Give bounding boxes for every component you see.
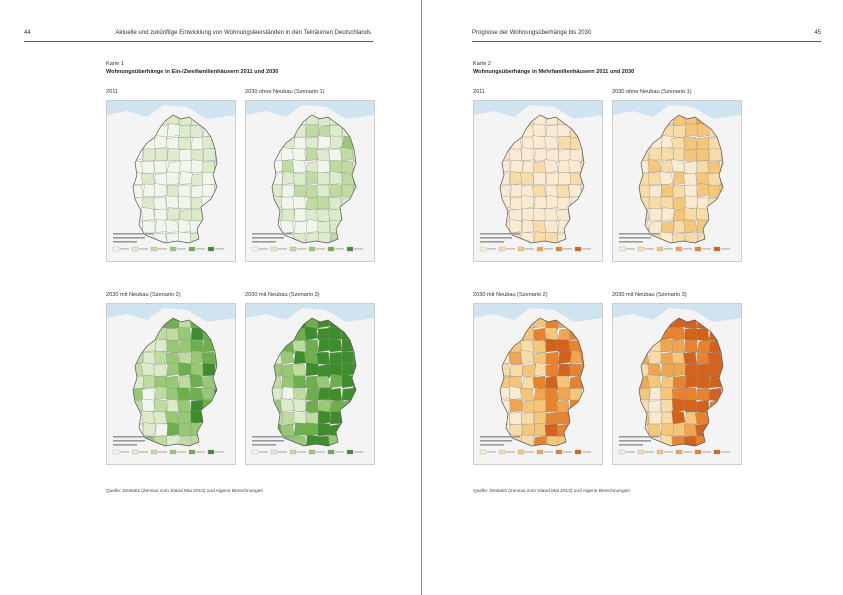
left-panel-3-caption: 2030 mit Neubau (Szenario 2) <box>106 292 181 298</box>
right-map-label: Karte 2 <box>473 61 492 67</box>
left-map-2011 <box>106 100 236 262</box>
right-map-szenario-3 <box>612 303 742 465</box>
left-panel-4-caption: 2030 mit Neubau (Szenario 3) <box>245 292 320 298</box>
right-page-number: 45 <box>814 30 821 36</box>
left-panel-2-caption: 2030 ohne Neubau (Szenario 1) <box>245 89 325 95</box>
right-map-2011 <box>473 100 603 262</box>
right-panel-4-caption: 2030 mit Neubau (Szenario 3) <box>612 292 687 298</box>
right-panel-1-caption: 2011 <box>473 89 486 95</box>
right-header-rule <box>472 41 821 42</box>
book-spine <box>421 0 422 595</box>
right-map-szenario-2 <box>473 303 603 465</box>
left-running-header: Aktuelle und zukünftige Entwicklung von … <box>115 30 371 36</box>
right-page: Prognose der Wohnungsüberhänge bis 2030 … <box>422 0 843 595</box>
right-panel-2-caption: 2030 ohne Neubau (Szenario 1) <box>612 89 692 95</box>
left-page-number: 44 <box>24 30 31 36</box>
left-map-title: Wohnungsüberhänge in Ein-/Zweifamilienhä… <box>106 69 279 75</box>
left-map-szenario-2 <box>106 303 236 465</box>
left-map-label: Karte 1 <box>106 61 125 67</box>
left-panel-1-caption: 2011 <box>106 89 119 95</box>
right-map-szenario-1 <box>612 100 742 262</box>
right-source-note: Quelle: Destatis (Zensus zum Stand Mai 2… <box>473 489 631 494</box>
right-running-header: Prognose der Wohnungsüberhänge bis 2030 <box>472 30 592 36</box>
left-map-szenario-3 <box>245 303 375 465</box>
left-map-szenario-1 <box>245 100 375 262</box>
left-header-rule <box>24 41 373 42</box>
right-map-title: Wohnungsüberhänge in Mehrfamilienhäusern… <box>473 69 635 75</box>
left-source-note: Quelle: Destatis (Zensus zum Stand Mai 2… <box>106 489 264 494</box>
left-page: 44 Aktuelle und zukünftige Entwicklung v… <box>0 0 421 595</box>
right-panel-3-caption: 2030 mit Neubau (Szenario 2) <box>473 292 548 298</box>
